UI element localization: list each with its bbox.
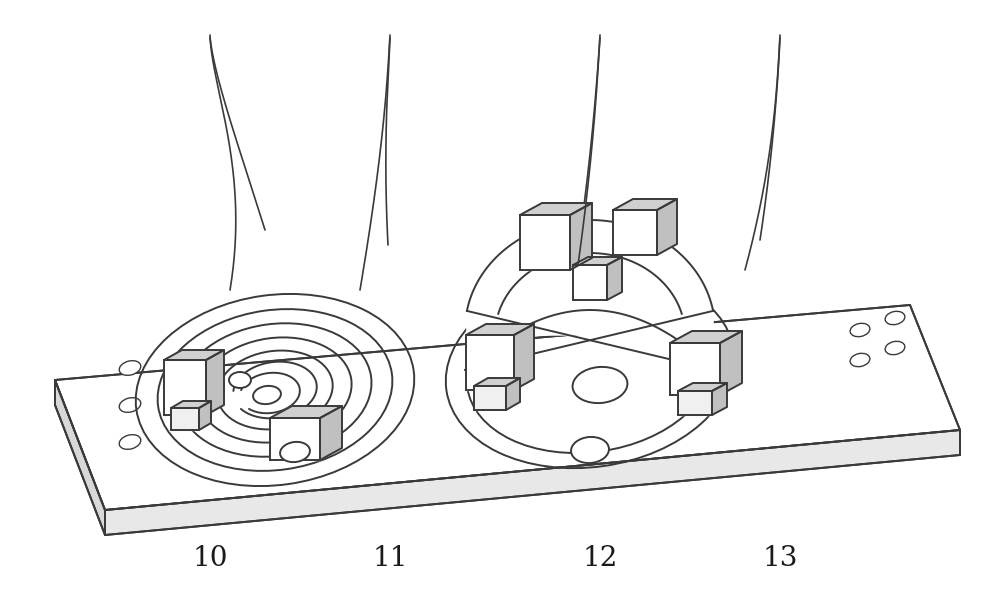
Polygon shape <box>573 265 607 300</box>
Ellipse shape <box>571 437 609 463</box>
Polygon shape <box>570 203 592 270</box>
Polygon shape <box>466 324 534 335</box>
Polygon shape <box>164 360 206 415</box>
Ellipse shape <box>850 323 870 337</box>
Polygon shape <box>320 406 342 460</box>
Polygon shape <box>270 406 342 418</box>
Polygon shape <box>105 430 960 535</box>
Polygon shape <box>171 408 199 430</box>
Polygon shape <box>199 401 211 430</box>
Polygon shape <box>520 203 592 215</box>
Polygon shape <box>720 331 742 395</box>
Polygon shape <box>55 380 105 535</box>
Polygon shape <box>55 305 960 510</box>
Polygon shape <box>613 199 677 210</box>
Polygon shape <box>678 383 727 391</box>
Polygon shape <box>520 215 570 270</box>
Polygon shape <box>670 343 720 395</box>
Polygon shape <box>506 378 520 410</box>
Polygon shape <box>171 401 211 408</box>
Polygon shape <box>573 257 622 265</box>
Polygon shape <box>474 386 506 410</box>
Polygon shape <box>678 391 712 415</box>
Polygon shape <box>670 331 742 343</box>
Text: 11: 11 <box>372 545 408 572</box>
Polygon shape <box>613 210 657 255</box>
Ellipse shape <box>253 386 281 404</box>
Polygon shape <box>474 378 520 386</box>
Ellipse shape <box>885 342 905 355</box>
Polygon shape <box>514 324 534 390</box>
Polygon shape <box>712 383 727 415</box>
Polygon shape <box>466 335 514 390</box>
Ellipse shape <box>850 353 870 366</box>
Polygon shape <box>164 350 224 360</box>
Polygon shape <box>206 350 224 415</box>
Ellipse shape <box>885 311 905 324</box>
Polygon shape <box>607 257 622 300</box>
Text: 10: 10 <box>192 545 228 572</box>
Ellipse shape <box>119 361 141 375</box>
Polygon shape <box>467 220 713 335</box>
Ellipse shape <box>573 367 627 403</box>
Text: 12: 12 <box>582 545 618 572</box>
Ellipse shape <box>119 398 141 413</box>
Ellipse shape <box>280 442 310 462</box>
Ellipse shape <box>229 372 251 388</box>
Polygon shape <box>270 418 320 460</box>
Polygon shape <box>657 199 677 255</box>
Ellipse shape <box>119 434 141 449</box>
Text: 13: 13 <box>762 545 798 572</box>
